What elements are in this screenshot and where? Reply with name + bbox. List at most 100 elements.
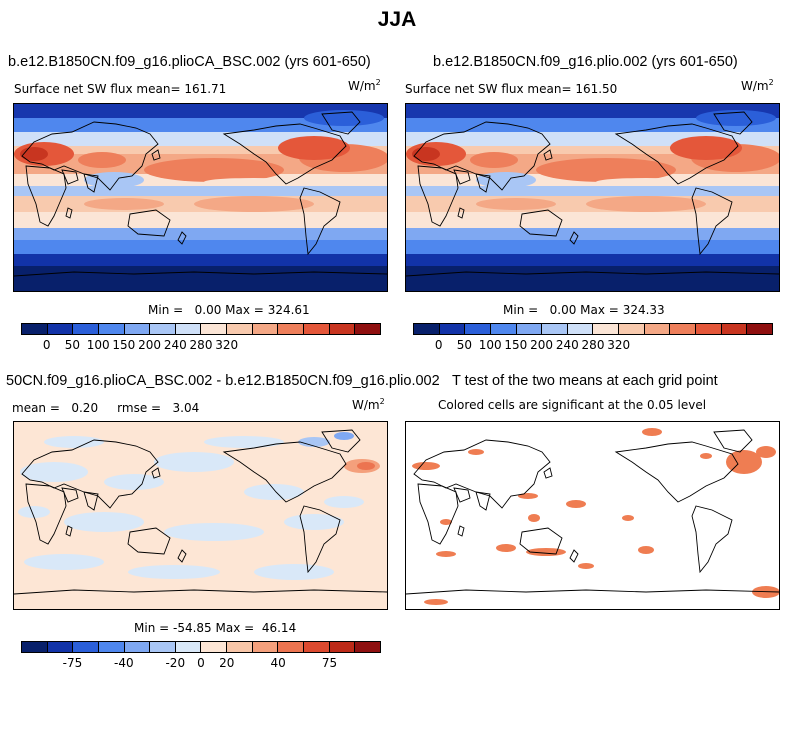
coastline xyxy=(453,487,471,503)
field-patch xyxy=(586,196,706,212)
colorbar-tick-label: 200 xyxy=(530,338,554,352)
significant-cell xyxy=(642,428,662,436)
coastline xyxy=(713,429,753,453)
colorbar-tick-label: 200 xyxy=(138,338,162,352)
colorbar-tick-label: 280 xyxy=(189,338,213,352)
colorbar-swatch xyxy=(465,324,491,334)
coastline xyxy=(299,505,341,574)
coastline xyxy=(475,173,491,193)
significant-cell xyxy=(496,544,516,552)
panel1-map xyxy=(13,103,388,292)
coastline xyxy=(475,491,491,511)
colorbar-swatch xyxy=(747,324,772,334)
field-patch xyxy=(204,178,304,186)
panel3-map xyxy=(13,421,388,610)
panel1-map-svg xyxy=(14,104,387,291)
colorbar-swatch xyxy=(22,642,48,652)
field-patch xyxy=(104,474,164,490)
colorbar-swatch xyxy=(124,642,151,652)
significant-cell xyxy=(622,515,634,521)
coastline xyxy=(127,209,171,237)
colorbar-swatch xyxy=(124,324,151,334)
colorbar-tick-label: 50 xyxy=(64,338,81,352)
colorbar-tick-label: 40 xyxy=(270,656,286,670)
field-patch xyxy=(20,462,88,482)
colorbar-tick-label: 240 xyxy=(163,338,187,352)
coastline xyxy=(222,123,347,185)
significant-cell xyxy=(440,519,452,525)
colorbar-swatch xyxy=(175,324,202,334)
coastline xyxy=(457,207,465,219)
coastline xyxy=(569,231,579,245)
field-patch xyxy=(284,514,344,530)
field-patch xyxy=(670,136,742,160)
colorbar-swatch xyxy=(355,642,380,652)
colorbar-swatch xyxy=(329,642,356,652)
significant-cell xyxy=(528,514,540,522)
field-band xyxy=(14,186,387,196)
colorbar-swatch xyxy=(175,642,202,652)
panel2-colorbar xyxy=(413,323,773,335)
panel2-map-svg xyxy=(406,104,779,291)
coastline xyxy=(543,149,553,161)
colorbar-swatch xyxy=(73,324,99,334)
coastline xyxy=(61,169,79,185)
colorbar-swatch xyxy=(47,324,74,334)
field-patch xyxy=(357,462,375,470)
coastline xyxy=(83,173,99,193)
colorbar-swatch xyxy=(542,324,568,334)
coastline xyxy=(83,491,99,511)
coastline xyxy=(61,487,79,503)
significant-cell xyxy=(424,599,448,605)
panel2-map xyxy=(405,103,780,292)
significant-cell xyxy=(578,563,594,569)
colorbar-swatch xyxy=(644,324,671,334)
field-band xyxy=(14,266,387,291)
significant-cell xyxy=(518,493,538,499)
significant-cell xyxy=(700,453,712,459)
colorbar-tick-label: 100 xyxy=(478,338,502,352)
coastline xyxy=(691,505,733,574)
colorbar-swatch xyxy=(22,324,48,334)
colorbar-swatch xyxy=(516,324,543,334)
panel4-subtitle: Colored cells are significant at the 0.0… xyxy=(438,398,707,412)
colorbar-tick-label: -20 xyxy=(165,656,186,670)
coastline xyxy=(25,165,67,227)
colorbar-swatch xyxy=(252,642,279,652)
field-band xyxy=(406,118,779,132)
field-patch xyxy=(536,158,676,182)
colorbar-swatch xyxy=(227,324,253,334)
colorbar-swatch xyxy=(150,642,176,652)
panel1-units: W/m2 xyxy=(348,78,381,93)
coastline xyxy=(177,231,187,245)
coastline xyxy=(14,271,387,277)
coastline xyxy=(299,187,341,256)
colorbar-swatch xyxy=(721,324,748,334)
field-band xyxy=(406,266,779,291)
field-patch xyxy=(254,564,334,580)
colorbar-swatch xyxy=(593,324,620,334)
field-patch xyxy=(334,432,354,440)
coastline xyxy=(614,123,739,185)
coastline xyxy=(417,165,459,227)
field-band xyxy=(14,104,387,118)
panel2-subtitle: Surface net SW flux mean= 161.50 xyxy=(405,82,618,96)
colorbar-swatch xyxy=(98,642,125,652)
field-band xyxy=(406,254,779,266)
coastline xyxy=(691,187,733,256)
colorbar-tick-label: -40 xyxy=(114,656,134,670)
colorbar-tick-label: 0 xyxy=(197,656,205,670)
coastline xyxy=(321,111,361,135)
significant-cell xyxy=(726,450,762,474)
colorbar-swatch xyxy=(227,642,253,652)
colorbar-tick-label: 240 xyxy=(555,338,579,352)
coastline xyxy=(543,467,553,479)
field-patch xyxy=(164,523,264,541)
field-band xyxy=(406,228,779,240)
panel3-map-svg xyxy=(14,422,387,609)
field-patch xyxy=(84,172,144,188)
panel1-title: b.e12.B1850CN.f09_g16.plioCA_BSC.002 (yr… xyxy=(8,54,371,70)
field-patch xyxy=(204,436,284,448)
colorbar-swatch xyxy=(98,324,125,334)
field-patch xyxy=(324,496,364,508)
